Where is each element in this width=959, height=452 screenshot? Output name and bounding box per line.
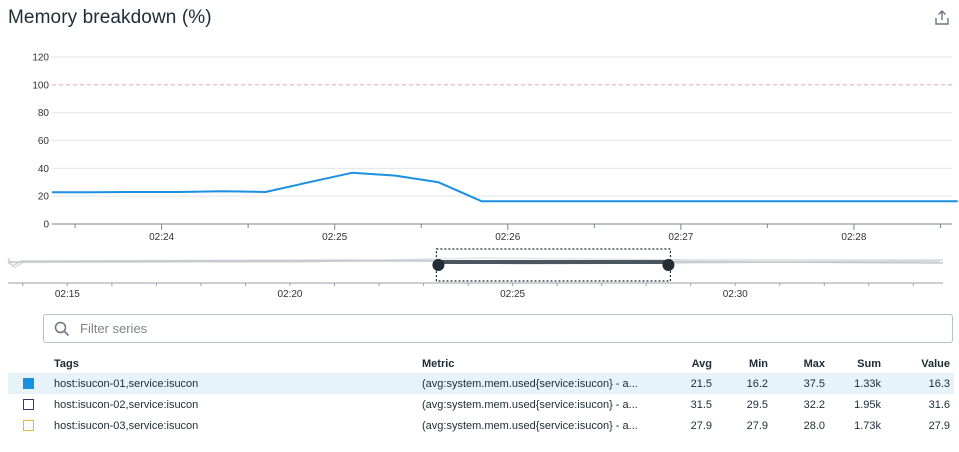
legend-tags: host:isucon-02,service:isucon: [54, 398, 199, 411]
legend-header-max[interactable]: Max: [803, 358, 825, 370]
series-legend-table: Tags Metric Avg Min Max Sum Value host:i…: [8, 355, 954, 436]
x-tick-label: 02:24: [149, 232, 174, 243]
legend-min: 16.2: [716, 373, 772, 394]
legend-header-min[interactable]: Min: [749, 358, 768, 370]
legend-sum: 1.73k: [854, 419, 881, 432]
navigator-tick-label: 02:25: [500, 289, 525, 300]
search-icon: [54, 321, 70, 337]
x-tick-label: 02:27: [668, 232, 693, 243]
x-tick-label: 02:28: [841, 232, 866, 243]
widget-title: Memory breakdown (%): [8, 7, 212, 28]
legend-header-tags[interactable]: Tags: [54, 358, 79, 370]
series-line: [52, 171, 958, 203]
legend-header-swatch: [8, 355, 54, 373]
timeline-navigator[interactable]: 02:15 02:20 02:25 02:30: [0, 244, 959, 302]
legend-sum: 1.95k: [854, 398, 881, 411]
navigator-selection-bar: [438, 260, 669, 264]
x-tick-label: 02:25: [322, 232, 347, 243]
legend-value: 16.3: [885, 373, 954, 394]
legend-row[interactable]: host:isucon-02,service:isucon (avg:syste…: [8, 394, 954, 415]
legend-avg: 27.9: [690, 419, 712, 432]
legend-value: 27.9: [928, 419, 950, 432]
y-tick-label: 20: [38, 192, 50, 203]
legend-swatch-cell: [8, 373, 54, 394]
legend-metric: (avg:system.mem.used{service:isucon} - a…: [422, 373, 656, 394]
navigator-right-handle[interactable]: [662, 259, 675, 271]
legend-metric: (avg:system.mem.used{service:isucon} - a…: [422, 419, 638, 432]
timeseries-chart[interactable]: 0 20 40 60 80 100 120 02:24 02:25 02:26 02:27 02:28: [0, 40, 959, 250]
legend-value: 31.6: [928, 398, 950, 411]
share-button[interactable]: [932, 8, 952, 28]
legend-swatch-cell: [8, 394, 54, 415]
legend-tags: host:isucon-01,service:isucon: [54, 373, 422, 394]
legend-row[interactable]: host:isucon-03,service:isucon (avg:syste…: [8, 415, 954, 436]
y-tick-label: 80: [38, 108, 50, 119]
series-color-swatch[interactable]: [23, 420, 34, 432]
y-tick-label: 100: [32, 80, 49, 91]
legend-avg: 21.5: [656, 373, 716, 394]
legend-row[interactable]: host:isucon-01,service:isucon (avg:syste…: [8, 373, 954, 394]
navigator-tick-label: 02:30: [723, 289, 748, 300]
legend-header-metric[interactable]: Metric: [422, 358, 455, 370]
navigator-selection: [435, 248, 672, 282]
navigator-tick-label: 02:15: [55, 289, 80, 300]
y-tick-label: 40: [38, 164, 50, 175]
legend-metric: (avg:system.mem.used{service:isucon} - a…: [422, 398, 638, 411]
filter-series-field[interactable]: [43, 314, 953, 343]
legend-sum: 1.33k: [829, 373, 885, 394]
legend-header-sum[interactable]: Sum: [857, 358, 881, 370]
navigator-left-handle[interactable]: [432, 259, 445, 271]
y-tick-label: 60: [38, 136, 50, 147]
series-color-swatch[interactable]: [23, 378, 34, 390]
y-tick-label: 120: [32, 53, 49, 64]
navigator-tick-label: 02:20: [277, 289, 302, 300]
legend-avg: 31.5: [690, 398, 712, 411]
legend-max: 28.0: [803, 419, 825, 432]
legend-header-row: Tags Metric Avg Min Max Sum Value: [8, 355, 954, 373]
legend-header-value[interactable]: Value: [921, 358, 950, 370]
legend-tags: host:isucon-03,service:isucon: [54, 419, 199, 432]
x-tick-label: 02:26: [495, 232, 520, 243]
y-tick-label: 0: [43, 220, 49, 231]
legend-min: 29.5: [746, 398, 768, 411]
legend-max: 32.2: [803, 398, 825, 411]
series-color-swatch[interactable]: [23, 399, 34, 411]
navigator-series-line: [7, 257, 943, 268]
legend-max: 37.5: [772, 373, 829, 394]
share-icon: [935, 10, 949, 25]
legend-min: 27.9: [746, 419, 768, 432]
legend-swatch-cell: [8, 415, 54, 436]
filter-series-input[interactable]: [80, 318, 940, 339]
legend-header-avg[interactable]: Avg: [691, 358, 712, 370]
